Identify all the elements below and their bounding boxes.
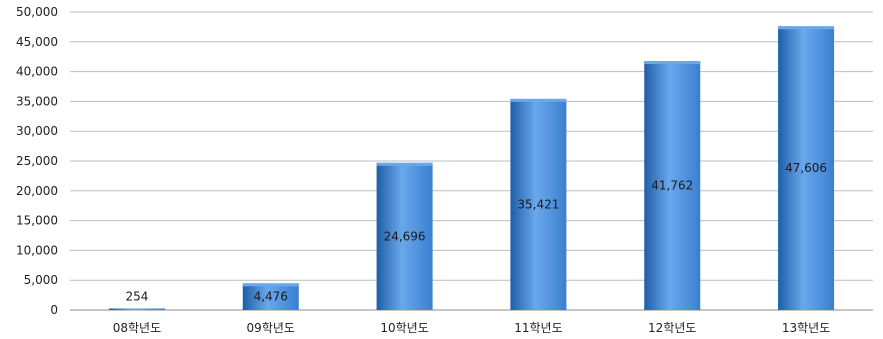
y-tick-label: 5,000 xyxy=(24,273,58,287)
y-tick-label: 15,000 xyxy=(16,214,58,228)
x-category-label: 11학년도 xyxy=(514,321,562,335)
bar-top-cap xyxy=(242,283,299,287)
x-category-label: 12학년도 xyxy=(648,321,696,335)
x-category-label: 08학년도 xyxy=(113,321,161,335)
y-tick-label: 0 xyxy=(50,303,58,317)
gridlines xyxy=(70,11,873,311)
data-label: 35,421 xyxy=(517,197,559,211)
bar xyxy=(778,26,835,310)
y-tick-label: 45,000 xyxy=(16,35,58,49)
data-label: 254 xyxy=(125,289,148,303)
y-tick-label: 20,000 xyxy=(16,184,58,198)
x-axis-category-labels: 08학년도 09학년도 10학년도 11학년도 12학년도 13학년도 xyxy=(113,321,831,335)
bar-top-cap xyxy=(778,26,835,30)
bar xyxy=(510,98,567,310)
bar xyxy=(644,61,701,310)
data-label: 47,606 xyxy=(785,161,827,175)
bar-top-cap xyxy=(510,98,567,102)
bar-top-cap xyxy=(376,162,433,166)
y-tick-label: 50,000 xyxy=(16,5,58,19)
y-tick-label: 30,000 xyxy=(16,124,58,138)
y-tick-label: 35,000 xyxy=(16,94,58,108)
data-labels: 254 4,476 24,696 35,421 41,762 47,606 xyxy=(125,161,827,304)
bar xyxy=(108,308,165,310)
x-category-label: 10학년도 xyxy=(380,321,428,335)
bars xyxy=(108,26,835,310)
data-label: 41,762 xyxy=(651,179,693,193)
y-tick-label: 40,000 xyxy=(16,65,58,79)
y-axis-tick-labels: 0 5,000 10,000 15,000 20,000 25,000 30,000 35,0… xyxy=(16,5,58,317)
bar xyxy=(376,162,433,310)
bar-top-cap xyxy=(644,61,701,65)
x-category-label: 13학년도 xyxy=(782,321,830,335)
y-tick-label: 25,000 xyxy=(16,154,58,168)
data-label: 24,696 xyxy=(384,229,426,243)
y-tick-label: 10,000 xyxy=(16,243,58,257)
x-category-label: 09학년도 xyxy=(247,321,295,335)
bar xyxy=(242,283,299,310)
data-label: 4,476 xyxy=(254,290,288,304)
